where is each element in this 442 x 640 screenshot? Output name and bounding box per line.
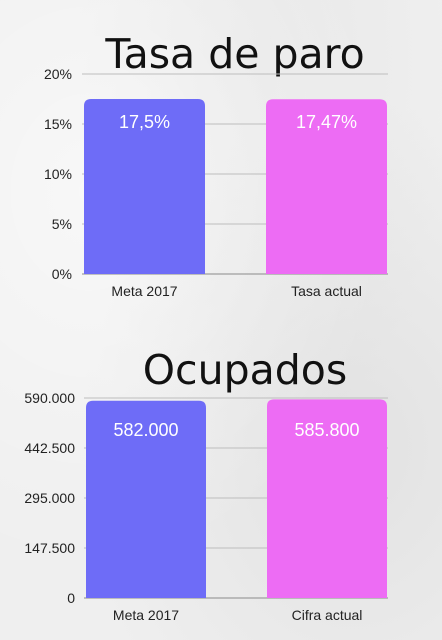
bar-value-label: 585.800 (294, 420, 359, 440)
chart-title: Ocupados (143, 346, 347, 394)
y-tick-label: 147.500 (24, 540, 75, 556)
bar-value-label: 17,47% (296, 112, 357, 132)
x-category-label: Meta 2017 (113, 607, 179, 623)
bar-value-label: 582.000 (113, 420, 178, 440)
x-category-label: Cifra actual (292, 607, 363, 623)
y-tick-label: 442.500 (24, 440, 75, 456)
bar (267, 399, 387, 598)
unemployment-rate-chart: Tasa de paro 0% 5% 10% 15% 20% 17,5% Meta 2017 1… (44, 30, 388, 299)
y-tick-label: 0% (52, 266, 72, 282)
y-tick-label: 295.000 (24, 490, 75, 506)
bar (84, 99, 205, 274)
bar (266, 99, 387, 274)
chart-title: Tasa de paro (104, 30, 364, 78)
x-category-label: Tasa actual (291, 283, 362, 299)
y-tick-label: 5% (52, 216, 72, 232)
employed-chart: Ocupados 0 147.500 295.000 442.500 590.000 582… (24, 346, 388, 623)
y-tick-label: 10% (44, 166, 72, 182)
x-category-label: Meta 2017 (111, 283, 177, 299)
bar (86, 400, 206, 598)
y-tick-label: 0 (67, 590, 75, 606)
y-tick-label: 15% (44, 116, 72, 132)
y-tick-label: 590.000 (24, 390, 75, 406)
y-tick-label: 20% (44, 66, 72, 82)
bar-value-label: 17,5% (119, 112, 170, 132)
